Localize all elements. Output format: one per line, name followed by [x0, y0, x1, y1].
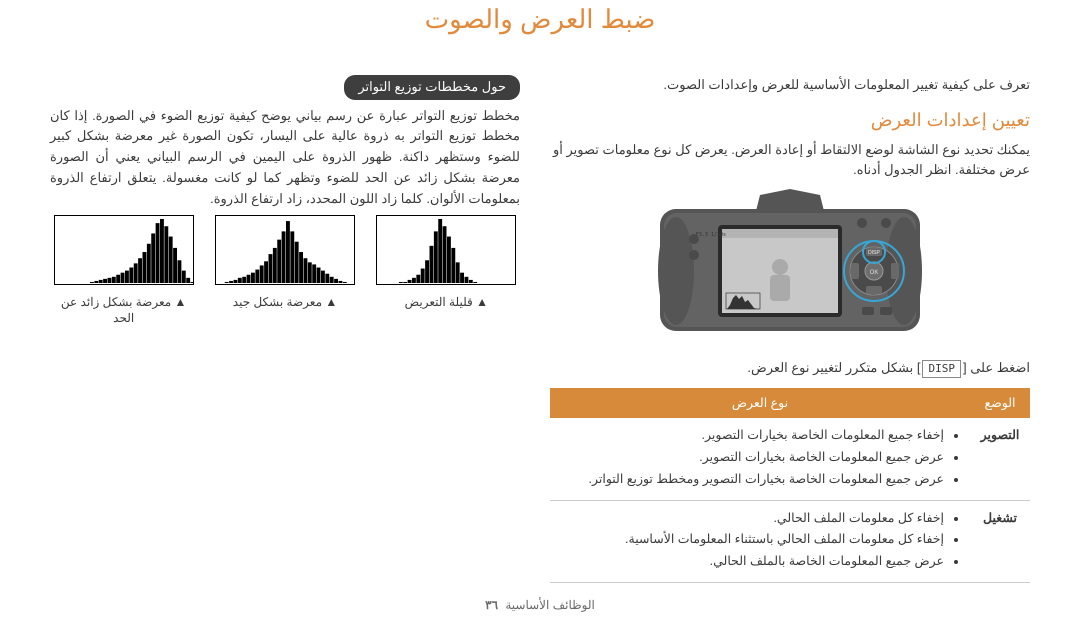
section-paragraph: يمكنك تحديد نوع الشاشة لوضع الالتقاط أو …: [550, 140, 1030, 182]
list-item: عرض جميع المعلومات الخاصة بخيارات التصوي…: [560, 470, 944, 489]
svg-text:OK: OK: [870, 270, 879, 276]
list-item: عرض جميع المعلومات الخاصة بالملف الحالي.: [560, 552, 944, 571]
mode-name: تشغيل: [970, 500, 1030, 582]
histogram-caption: معرضة بشكل جيد: [211, 295, 358, 311]
histogram-paragraph: مخطط توزيع التواتر عبارة عن رسم بياني يو…: [50, 106, 520, 210]
intro-text: تعرف على كيفية تغيير المعلومات الأساسية …: [550, 75, 1030, 95]
disp-instruction: اضغط على [DISP] بشكل متكرر لتغيير نوع ال…: [550, 358, 1030, 378]
page-number: ٣٦: [485, 598, 498, 612]
list-item: إخفاء جميع المعلومات الخاصة بخيارات التص…: [560, 426, 944, 445]
th-display: نوع العرض: [550, 388, 970, 419]
histogram-row: قليلة التعريض معرضة بشكل جيد معرضة بشكل …: [50, 215, 520, 326]
histogram-underexposed: [376, 215, 516, 285]
table-row: تشغيل إخفاء كل معلومات الملف الحالي. إخف…: [550, 500, 1030, 582]
th-mode: الوضع: [970, 388, 1030, 419]
histogram-caption: معرضة بشكل زائد عن الحد: [50, 295, 197, 326]
list-item: إخفاء كل معلومات الملف الحالي باستثناء ا…: [560, 530, 944, 549]
histogram-pill: حول مخططات توزيع التواتر: [344, 75, 520, 100]
histogram-good: [215, 215, 355, 285]
disp-before: اضغط على: [967, 360, 1030, 375]
page-footer: الوظائف الأساسية ٣٦: [0, 596, 1080, 614]
footer-label: الوظائف الأساسية: [505, 598, 595, 612]
svg-text:DISP: DISP: [868, 250, 880, 256]
list-item: عرض جميع المعلومات الخاصة بخيارات التصوي…: [560, 448, 944, 467]
histogram-caption: قليلة التعريض: [373, 295, 520, 311]
histogram-overexposed: [54, 215, 194, 285]
mode-name: التصوير: [970, 418, 1030, 500]
disp-key: DISP: [922, 360, 961, 378]
camera-illustration: F3.3 1/30s OK DISP: [550, 189, 1030, 350]
svg-text:F3.3 1/30s: F3.3 1/30s: [696, 232, 726, 238]
list-item: إخفاء كل معلومات الملف الحالي.: [560, 509, 944, 528]
table-row: التصوير إخفاء جميع المعلومات الخاصة بخيا…: [550, 418, 1030, 500]
section-heading: تعيين إعدادات العرض: [550, 107, 1030, 134]
display-modes-table: الوضع نوع العرض التصوير إخفاء جميع المعل…: [550, 388, 1030, 583]
page-title: ضبط العرض والصوت: [0, 0, 1080, 39]
disp-after: بشكل متكرر لتغيير نوع العرض.: [747, 360, 916, 375]
